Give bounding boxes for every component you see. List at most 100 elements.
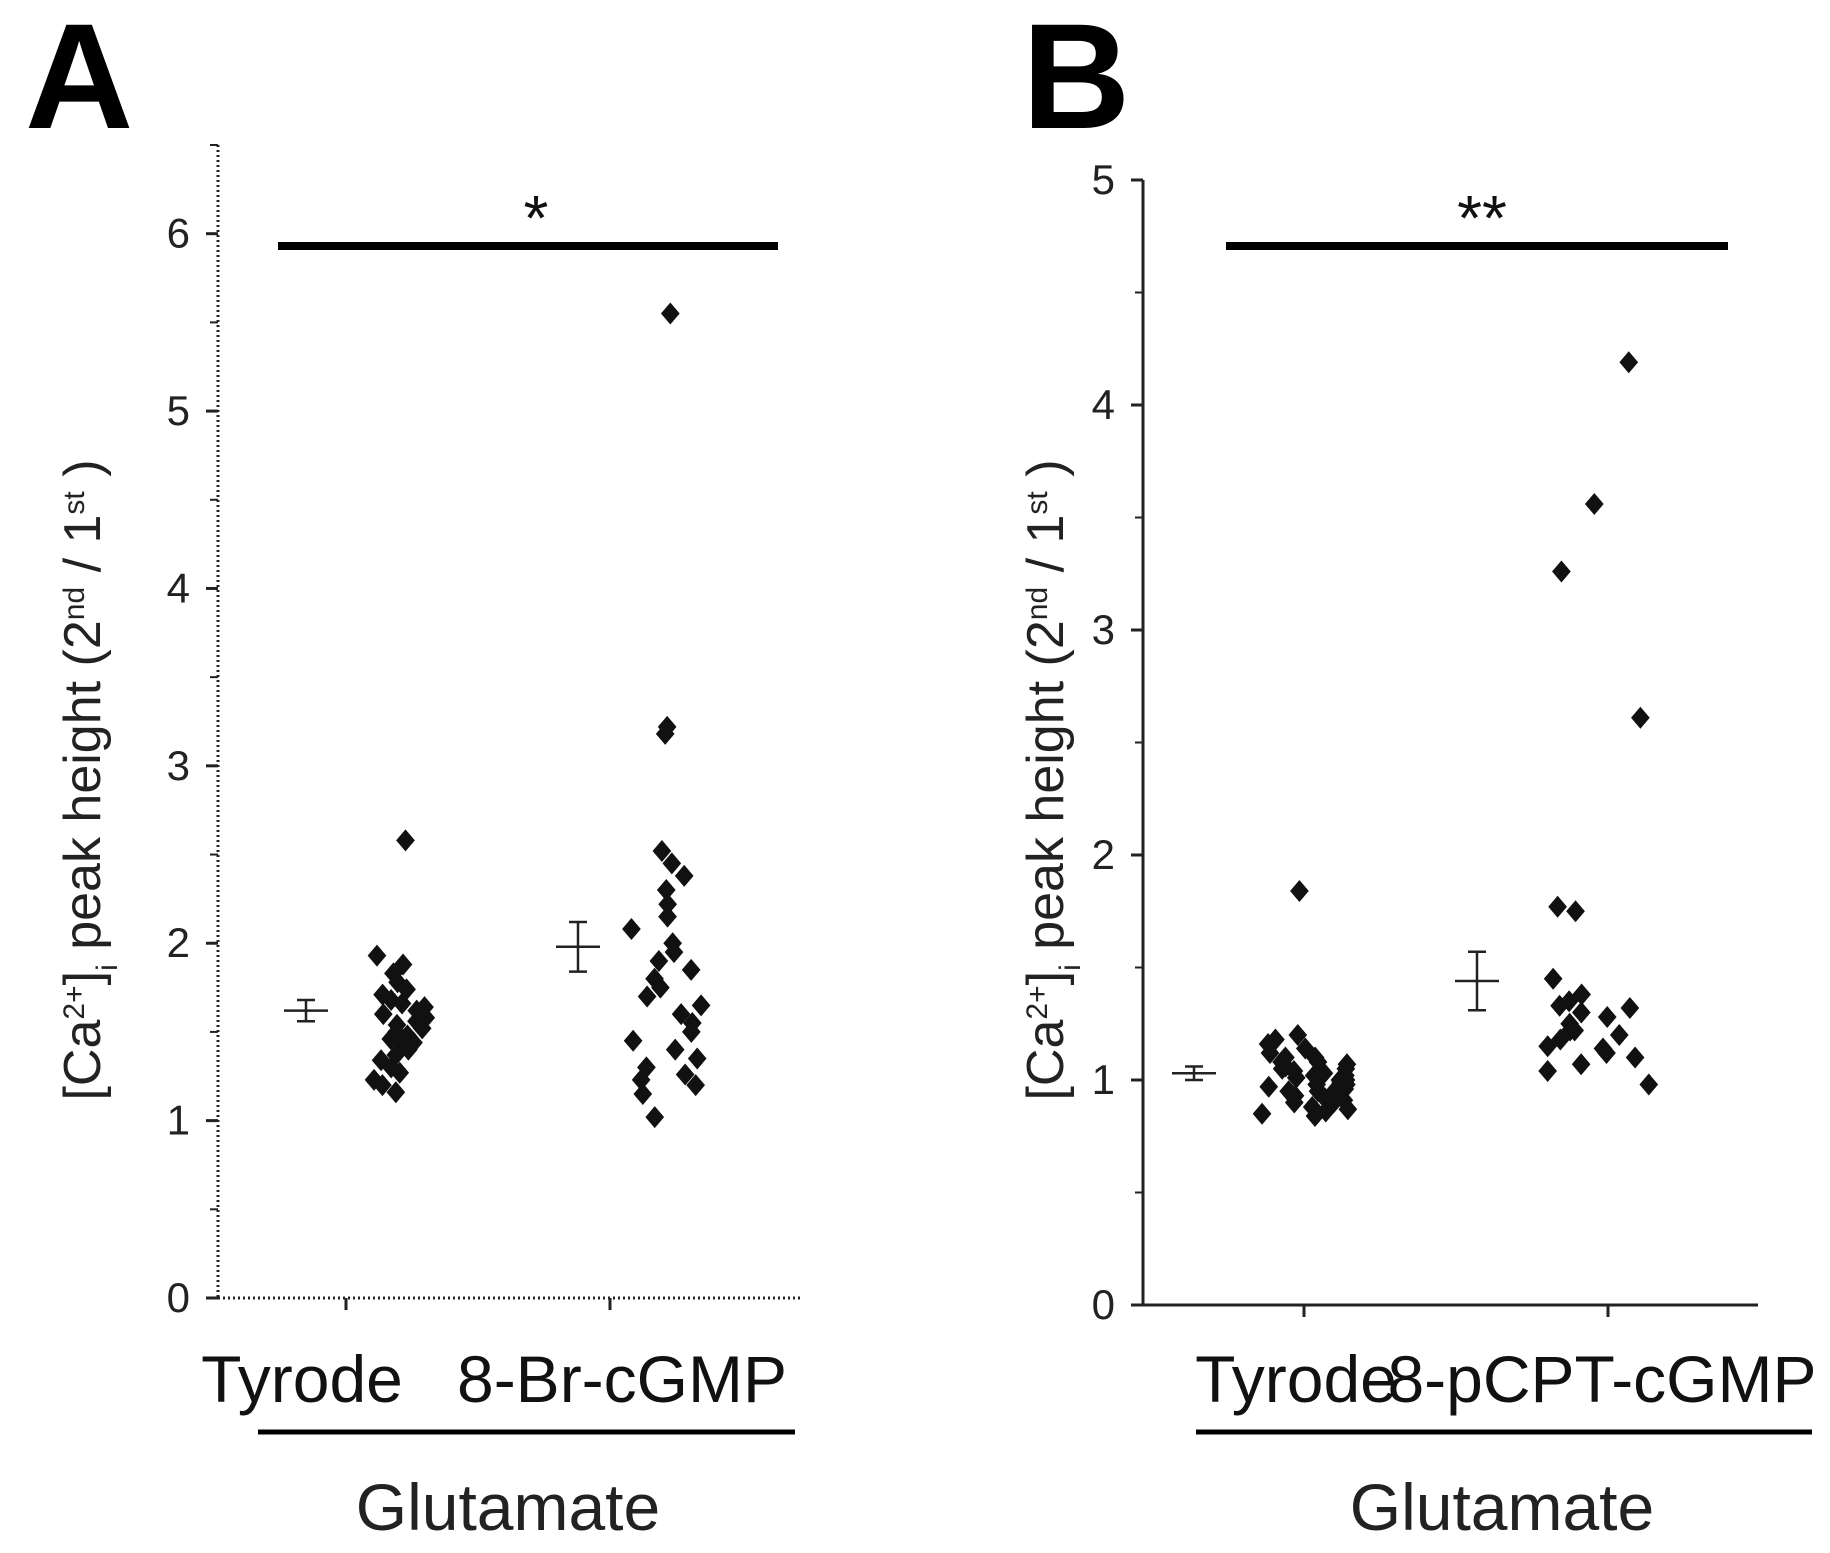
panel-b-y-tick-label: 4 [1092,381,1115,428]
panel-b-data-point [1538,1060,1557,1082]
panel-a-y-tick-label: 5 [167,387,190,434]
panel-b-data-point [1619,351,1639,374]
panel-a: A 0 1 2 3 4 5 6 [Ca2+]i peak height (2nd / 1st… [25,0,800,1544]
panel-b-data-point [1552,560,1571,583]
panel-b-data-point [1288,1024,1308,1046]
panel-b-data-point [1548,895,1567,918]
panel-a-data-point [664,941,684,964]
panel-b-data-point [1336,1069,1356,1091]
panel-a-data-point [645,1106,665,1129]
panel-a-axes: 0 1 2 3 4 5 6 [167,144,800,1321]
panel-a-data-point [681,1020,701,1043]
panel-b-letter: B [1022,0,1130,160]
panel-a-data-point [623,1029,643,1052]
panel-a-data-point [371,1049,391,1072]
panel-b-data-point [1639,1073,1659,1096]
panel-a-data-point [386,1043,406,1066]
panel-b-data-point [1290,880,1309,902]
panel-b-y-tick-label: 1 [1092,1056,1115,1103]
panel-b-data-point [1571,1053,1591,1076]
panel-b-data-point [1272,1051,1291,1073]
panel-a-y-tick-label: 4 [167,564,190,611]
panel-a-data-point [386,1081,406,1104]
panel-a-significance-label: * [524,182,549,254]
panel-b-data-point [1625,1046,1645,1069]
panel-b-data-point [1338,1098,1358,1121]
panel-b-data-point [1260,1042,1280,1064]
panel-b-data-point [1543,967,1563,990]
panel-b-group-label: Glutamate [1350,1470,1654,1544]
panel-b-data-point [1308,1080,1328,1103]
panel-a-data-point [415,996,434,1019]
panel-a-data-point [651,976,670,999]
panel-b-data-point [1597,1006,1617,1028]
panel-a-data-point [658,893,678,916]
panel-b-data-point [1259,1075,1279,1098]
panel-a-data-point [637,1056,656,1079]
panel-a-data-point [652,839,672,862]
panel-b-data-point [1550,994,1569,1017]
panel-a-data-point [373,1074,392,1097]
panel-b-marks [1172,351,1659,1127]
panel-b-data-point [1286,1066,1306,1089]
panel-b-data-point [1305,1105,1325,1127]
panel-b-axes: 0 1 2 3 4 5 [1092,156,1758,1328]
panel-b-category-treatment: 8-pCPT-cGMP [1387,1342,1816,1416]
panel-a-data-point [633,1083,653,1106]
panel-a-category-tyrode: Tyrode [201,1342,403,1416]
panel-b-data-point [1566,900,1585,923]
panel-a-data-point [656,879,676,902]
panel-b-y-tick-label: 0 [1092,1281,1115,1328]
panel-a-data-point [691,994,711,1017]
panel-a-y-axis-label: [Ca2+]i peak height (2nd / 1st ) [54,459,124,1100]
panel-a-data-point [631,1068,651,1091]
panel-b-y-tick-label: 3 [1092,606,1115,653]
panel-b-y-tick-label: 5 [1092,156,1115,203]
panel-a-data-point [412,1017,432,1040]
panel-b-data-point [1620,997,1640,1019]
panel-a-data-point [665,1038,685,1061]
panel-a-data-point [393,953,413,976]
panel-a-data-point [662,852,682,875]
panel-a-data-point [392,992,412,1015]
panel-b-data-point [1631,706,1650,729]
panel-b-data-point [1584,493,1604,515]
panel-a-data-point [649,949,669,972]
panel-a-data-point [671,1003,691,1026]
panel-a-data-point [637,985,657,1008]
panel-a-group-label: Glutamate [356,1470,660,1544]
panel-b-data-point [1609,1024,1629,1046]
panel-a-category-treatment: 8-Br-cGMP [457,1342,787,1416]
panel-b-data-point [1324,1091,1343,1114]
panel-a-data-point [660,302,680,325]
panel-a-data-point [686,1074,706,1097]
panel-a-y-tick-label: 2 [167,919,190,966]
panel-b-category-tyrode: Tyrode [1195,1342,1397,1416]
panel-b-data-point [1560,1019,1580,1042]
panel-a-marks [284,302,711,1129]
panel-a-y-tick-label: 1 [167,1097,190,1144]
panel-b-y-axis-label: [Ca2+]i peak height (2nd / 1st ) [1017,459,1087,1100]
panel-a-y-tick-label: 6 [167,210,190,257]
panel-a-data-point [373,1003,393,1026]
panel-a-letter: A [25,0,133,160]
panel-a-data-point [390,1061,410,1084]
panel-a-data-point [364,1068,384,1091]
panel-a-data-point [675,1063,695,1086]
panel-b-data-point [1308,1051,1328,1073]
panel-a-data-point [396,829,415,852]
panel-a-data-point [681,958,701,981]
panel-a-y-tick-label: 0 [167,1274,190,1321]
panel-a-data-point [416,1006,436,1029]
panel-b-data-point [1252,1102,1272,1125]
panel-a-data-point [687,1047,707,1070]
panel-a-data-point [381,1056,401,1079]
panel-a-data-point [407,1010,426,1033]
panel-b-significance-label: ** [1457,182,1507,254]
panel-a-y-tick-label: 3 [167,742,190,789]
panel-a-data-point [674,864,694,887]
panel-b-data-point [1316,1100,1336,1123]
panel-a-data-point [399,1038,418,1061]
panel-a-data-point [384,962,403,985]
